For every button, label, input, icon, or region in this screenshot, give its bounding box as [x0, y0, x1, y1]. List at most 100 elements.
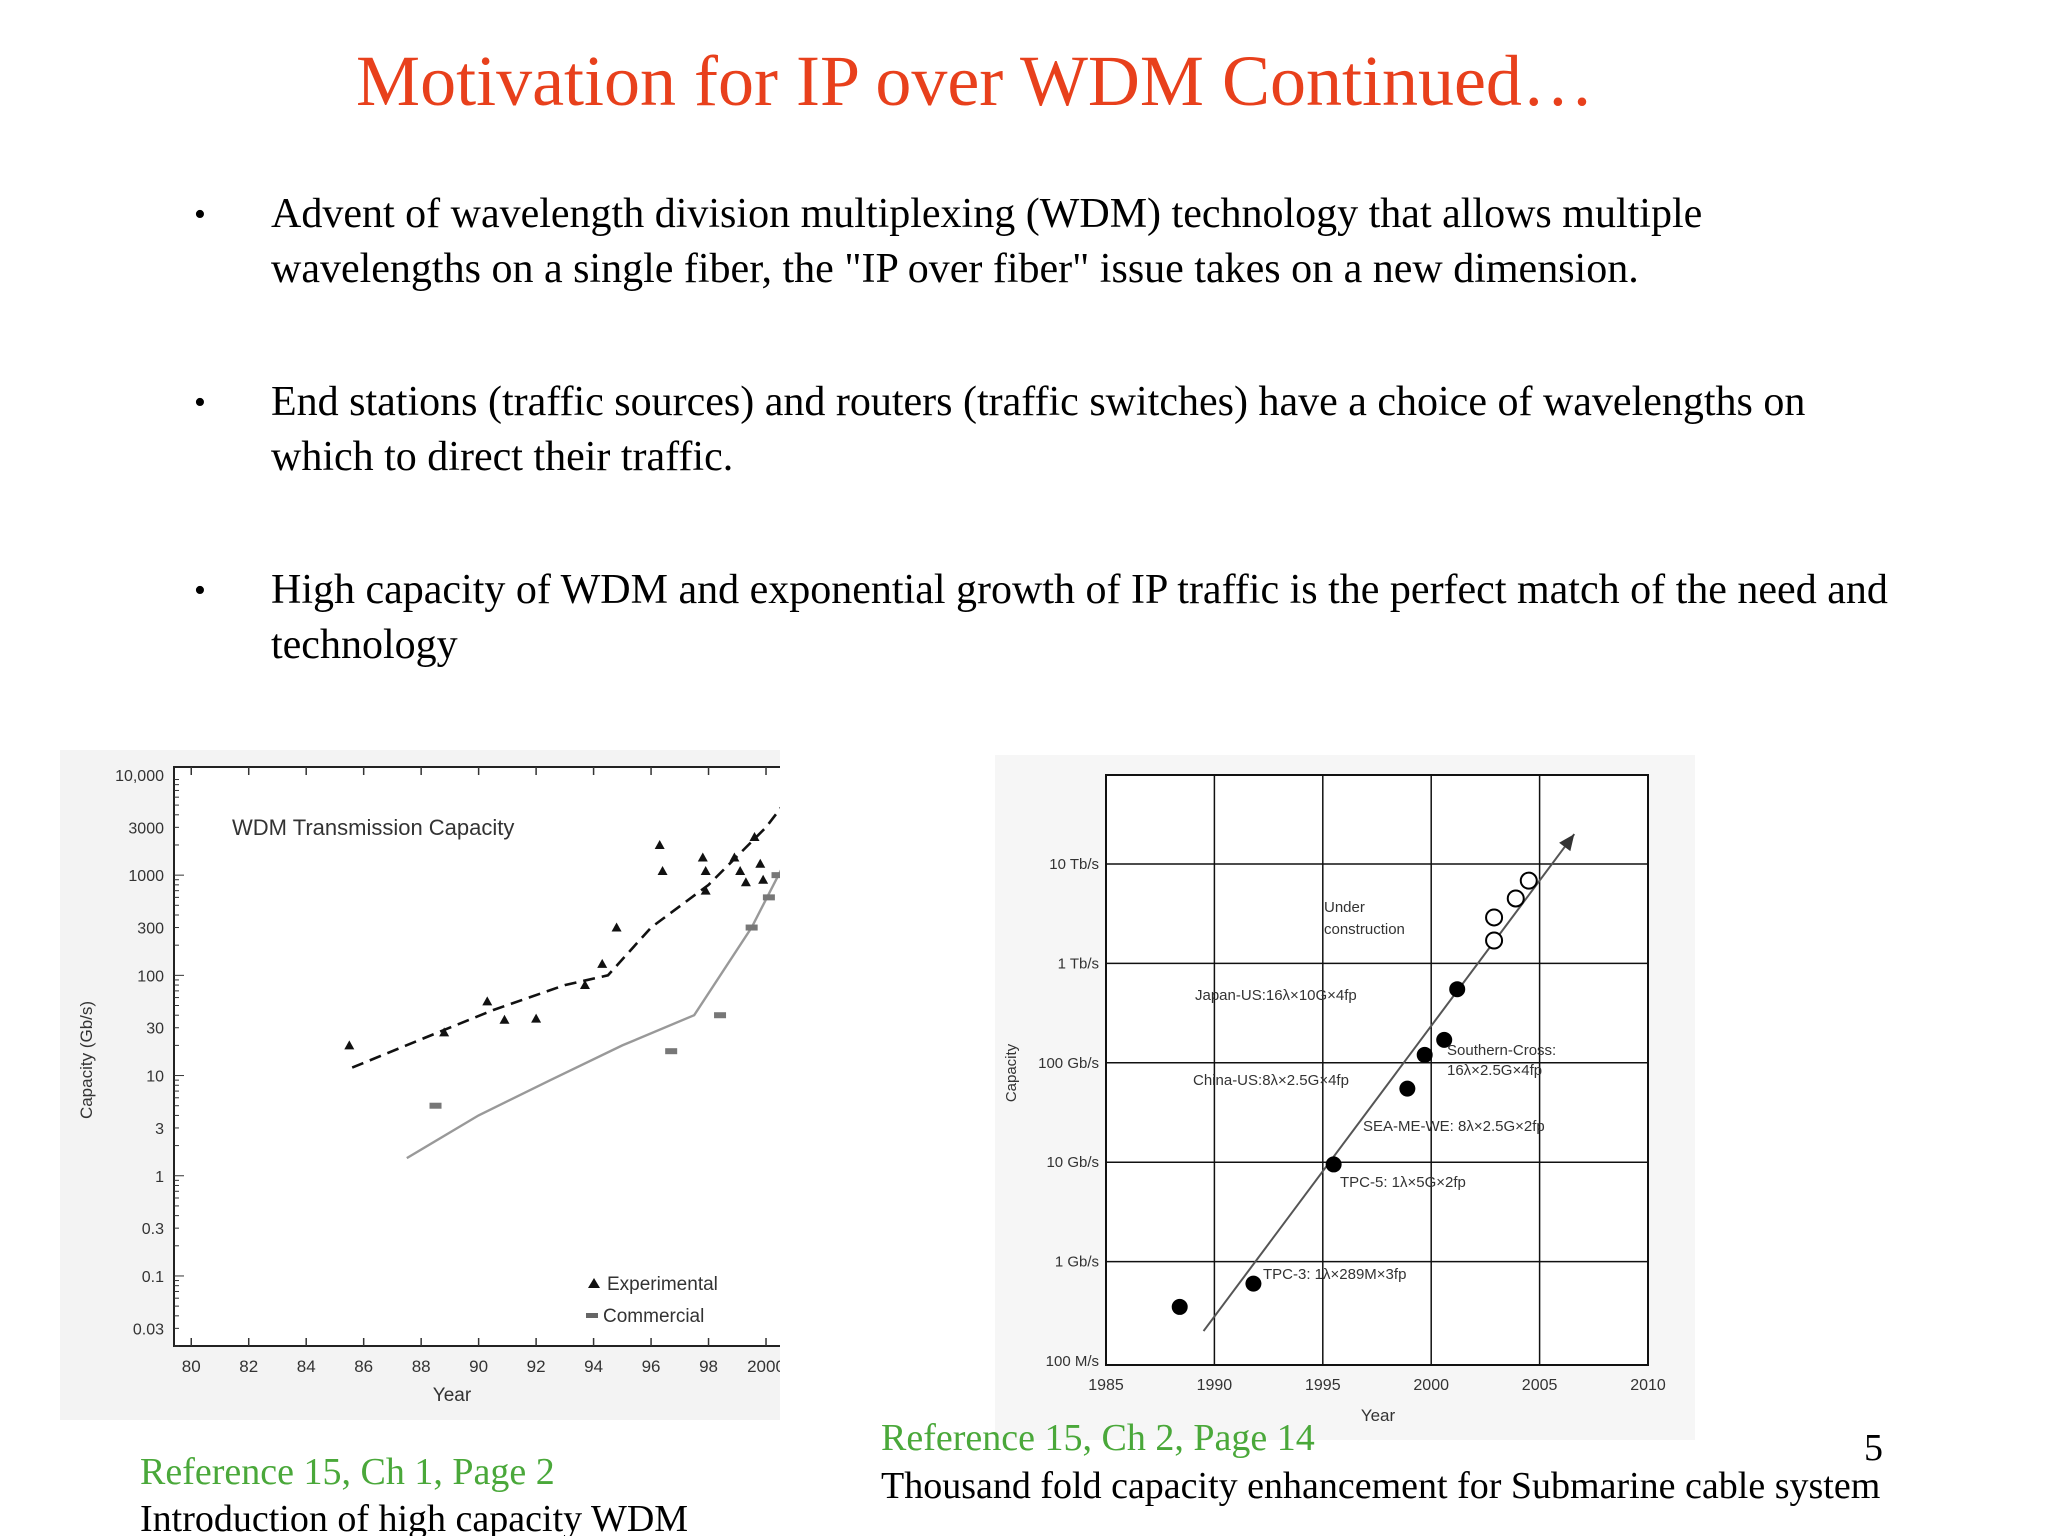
y-tick-label: 1 Tb/s	[1058, 955, 1099, 972]
y-tick-label: 1	[155, 1169, 164, 1186]
annotation-label: construction	[1324, 921, 1405, 938]
y-tick-label: 3000	[128, 820, 164, 837]
slide-title: Motivation for IP over WDM Continued…	[356, 41, 1594, 121]
cable-system-point	[1416, 1046, 1433, 1063]
experimental-point	[700, 885, 711, 895]
trend-arrowhead	[1559, 834, 1575, 852]
x-tick-label: 82	[239, 1357, 258, 1376]
experimental-point	[482, 996, 493, 1006]
y-axis-label: Capacity (Gb/s)	[77, 1001, 96, 1119]
annotation-label: TPC-5: 1λ×5G×2fp	[1340, 1174, 1466, 1191]
annotation-label: China-US:8λ×2.5G×4fp	[1193, 1072, 1349, 1089]
experimental-point	[729, 852, 740, 862]
experimental-point	[700, 865, 711, 875]
experimental-point	[758, 874, 769, 884]
plot-frame	[1105, 774, 1649, 1366]
annotation-label: SEA-ME-WE: 8λ×2.5G×2fp	[1363, 1118, 1545, 1135]
cable-system-point	[1325, 1156, 1342, 1173]
cable-system-point	[1399, 1080, 1416, 1097]
commercial-point	[762, 894, 775, 901]
y-tick-label: 10	[146, 1069, 164, 1086]
x-tick-label: 86	[354, 1357, 373, 1376]
legend-marker-triangle	[588, 1278, 600, 1288]
experimental-point	[531, 1013, 542, 1023]
legend-entry: Commercial	[603, 1306, 704, 1327]
under-construction-point	[1506, 889, 1525, 908]
left-caption-description: Introduction of high capacity WDM	[140, 1498, 689, 1536]
cable-system-point	[1449, 981, 1466, 998]
right-caption-description: Thousand fold capacity enhancement for S…	[881, 1465, 1881, 1507]
y-tick-label: 100 Gb/s	[1038, 1055, 1099, 1072]
bullet-text: High capacity of WDM and exponential gro…	[271, 567, 1888, 668]
chart-title: WDM Transmission Capacity	[232, 815, 514, 840]
commercial-point	[665, 1048, 678, 1055]
legend-entry: Experimental	[607, 1274, 718, 1295]
x-tick-label: 94	[584, 1357, 603, 1376]
y-tick-label: 100	[137, 968, 164, 985]
wdm-capacity-chart: 10,000 3000 1000 300 100 30 10 3 1 0.3 0.1 0.03 80 8…	[60, 750, 780, 1420]
bullet-marker: •	[194, 384, 206, 421]
page-number: 5	[1864, 1427, 1883, 1469]
experimental-point	[499, 1014, 510, 1024]
experimental-point	[597, 958, 608, 968]
annotation-label: 16λ×2.5G×4fp	[1447, 1062, 1542, 1079]
experimental-point	[657, 865, 668, 875]
annotation-label: Southern-Cross:	[1447, 1042, 1556, 1059]
y-tick-label: 100 M/s	[1046, 1353, 1099, 1370]
plot-frame	[173, 766, 780, 1347]
y-tick-label: 0.03	[133, 1321, 164, 1338]
x-tick-label: 96	[642, 1357, 661, 1376]
x-tick-label: 84	[297, 1357, 316, 1376]
commercial-point	[771, 872, 780, 879]
y-tick-label: 10 Tb/s	[1049, 856, 1099, 873]
y-tick-label: 10,000	[115, 768, 164, 785]
experimental-point	[735, 865, 746, 875]
x-tick-label: 1990	[1197, 1377, 1233, 1394]
experimental-point	[439, 1027, 450, 1037]
cable-system-point	[1245, 1275, 1262, 1292]
experimental-point	[755, 858, 766, 868]
experimental-point	[579, 980, 590, 990]
y-tick-label: 300	[137, 921, 164, 938]
x-axis-label: Year	[433, 1385, 472, 1406]
y-tick-label: 0.3	[142, 1221, 164, 1238]
experimental-point	[344, 1040, 355, 1050]
trend-arrow-line	[1202, 833, 1576, 1332]
x-tick-label: 2000	[747, 1357, 780, 1376]
y-tick-label: 10 Gb/s	[1046, 1154, 1099, 1171]
under-construction-point	[1485, 908, 1504, 927]
y-tick-label: 3	[155, 1121, 164, 1138]
commercial-point	[429, 1102, 442, 1109]
legend: Experimental Commercial	[586, 1274, 718, 1327]
commercial-point	[714, 1012, 727, 1019]
experimental-point	[740, 877, 751, 887]
y-tick-label: 1000	[128, 868, 164, 885]
bullet-marker: •	[194, 196, 206, 233]
annotation-label: Japan-US:16λ×10G×4fp	[1195, 987, 1357, 1004]
right-caption-reference: Reference 15, Ch 2, Page 14	[881, 1417, 1315, 1459]
submarine-capacity-chart: 100 M/s 1 Gb/s 10 Gb/s 100 Gb/s 1 Tb/s 10 Tb/…	[995, 755, 1695, 1440]
under-construction-point	[1485, 931, 1504, 950]
annotation-label: Under	[1324, 899, 1365, 916]
cable-system-point	[1171, 1298, 1188, 1315]
annotation-label: TPC-3: 1λ×289M×3fp	[1263, 1266, 1406, 1283]
x-axis-label: Year	[1361, 1406, 1396, 1425]
x-tick-label: 92	[527, 1357, 546, 1376]
x-tick-label: 2000	[1413, 1377, 1449, 1394]
y-tick-label: 0.1	[142, 1269, 164, 1286]
commercial-point	[745, 924, 758, 931]
left-caption-reference: Reference 15, Ch 1, Page 2	[140, 1451, 555, 1493]
y-axis-label: Capacity	[1003, 1043, 1020, 1102]
x-tick-label: 2010	[1630, 1377, 1666, 1394]
bullet-text: End stations (traffic sources) and route…	[271, 379, 1806, 480]
y-tick-label: 1 Gb/s	[1055, 1254, 1099, 1271]
experimental-point	[697, 852, 708, 862]
bullet-text: Advent of wavelength division multiplexi…	[271, 191, 1703, 292]
experimental-point	[749, 832, 760, 842]
cable-system-point	[1436, 1031, 1453, 1048]
bullet-marker: •	[194, 572, 206, 609]
experimental-point	[611, 922, 622, 932]
experimental-point	[654, 839, 665, 849]
y-tick-label: 30	[146, 1021, 164, 1038]
